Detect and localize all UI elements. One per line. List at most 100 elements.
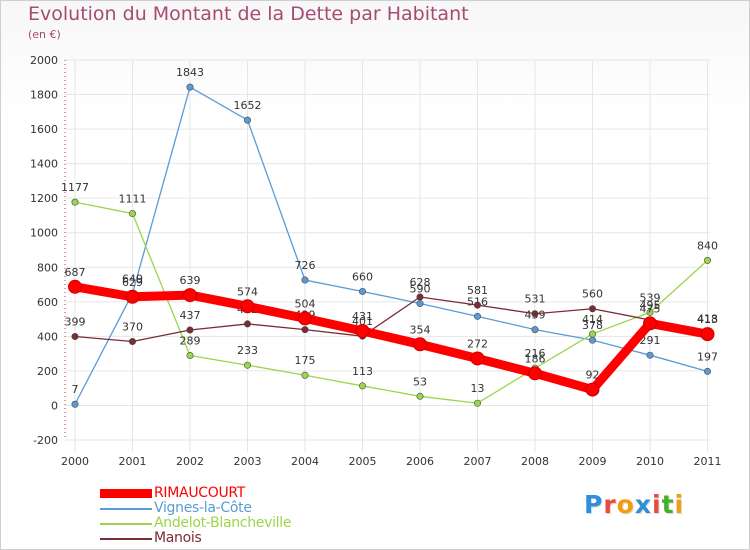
data-point: [643, 316, 657, 331]
data-point: [186, 352, 194, 360]
data-point: [298, 311, 312, 326]
y-tick-label: -200: [33, 434, 58, 447]
data-label: 197: [697, 350, 718, 363]
data-point: [531, 310, 539, 318]
data-label: 840: [697, 239, 718, 252]
data-point: [244, 116, 252, 124]
data-label: 370: [122, 321, 143, 334]
data-point: [470, 351, 485, 366]
data-point: [183, 288, 197, 303]
x-tick-label: 2005: [349, 455, 377, 468]
data-point: [473, 312, 481, 320]
data-point: [416, 392, 424, 400]
series-andelot-blancheville: 1177 1111 289 233 175 113 53 13 216 414 539 840: [61, 181, 718, 407]
data-label: 7: [72, 383, 79, 396]
data-label: 92: [586, 369, 600, 382]
data-label: 560: [582, 288, 603, 301]
legend-label: Andelot-Blancheville: [154, 515, 292, 531]
data-label: 13: [471, 382, 485, 395]
data-point: [473, 301, 481, 309]
data-label: 431: [352, 310, 373, 323]
data-point: [71, 198, 79, 206]
data-point: [301, 276, 309, 284]
series-line: [74, 86, 709, 405]
data-point: [244, 320, 252, 328]
chart-legend: RIMAUCOURT Vignes-la-Côte Andelot-Blanchev…: [100, 485, 340, 546]
x-tick-label: 2010: [636, 455, 664, 468]
x-tick-label: 2007: [464, 455, 492, 468]
legend-swatch: [100, 538, 152, 540]
data-point: [71, 333, 79, 341]
data-label: 186: [525, 352, 546, 365]
data-point: [700, 327, 715, 342]
data-point: [301, 371, 309, 379]
data-point: [703, 367, 711, 375]
data-label: 216: [525, 347, 546, 360]
y-tick-label: 2000: [30, 54, 58, 67]
x-tick-label: 2006: [406, 455, 434, 468]
legend-item-andelot-blancheville: Andelot-Blancheville: [100, 515, 340, 531]
data-label: 539: [640, 291, 661, 304]
data-point: [68, 279, 82, 294]
data-label: 291: [640, 334, 661, 347]
y-tick-label: 600: [37, 296, 58, 309]
data-label: 495: [640, 299, 661, 312]
y-tick-label: 1800: [30, 89, 58, 102]
data-label: 1111: [119, 193, 147, 206]
series-vignes-la-cote: 764918431652726660590516439378291197: [72, 66, 718, 408]
data-label: 1652: [234, 99, 262, 112]
data-point: [129, 338, 137, 346]
data-point: [358, 382, 366, 390]
series-line: [70, 282, 712, 395]
data-label: 628: [410, 276, 431, 289]
data-point: [646, 351, 654, 359]
data-label: 414: [582, 313, 603, 326]
x-tick-label: 2001: [119, 455, 147, 468]
x-tick-label: 2009: [579, 455, 607, 468]
data-point: [585, 382, 600, 397]
data-point: [416, 293, 424, 301]
data-label: 378: [582, 319, 603, 332]
data-label: 726: [295, 259, 316, 272]
legend-label: Vignes-la-Côte: [154, 500, 252, 516]
data-label: 639: [180, 274, 201, 287]
data-label: 413: [697, 313, 718, 326]
x-tick-label: 2008: [521, 455, 549, 468]
y-tick-label: 0: [51, 399, 58, 412]
legend-swatch: [100, 523, 152, 525]
y-tick-label: 1600: [30, 123, 58, 136]
data-label: 53: [413, 375, 427, 388]
grid: [65, 59, 710, 452]
data-point: [588, 336, 596, 344]
data-label: 437: [180, 309, 201, 322]
x-tick-label: 2002: [176, 455, 204, 468]
legend-label: Manois: [154, 530, 202, 546]
data-point: [473, 399, 481, 407]
data-point: [416, 300, 424, 308]
data-point: [240, 299, 255, 314]
x-tick-label: 2000: [61, 455, 89, 468]
data-label: 113: [352, 365, 373, 378]
legend-swatch: [100, 489, 152, 498]
data-label: 574: [237, 285, 258, 298]
y-tick-label: 1200: [30, 192, 58, 205]
data-point: [588, 330, 596, 338]
data-point: [358, 287, 366, 295]
y-tick-label: 200: [37, 365, 58, 378]
chart-unit-label: (en €): [28, 28, 61, 41]
y-tick-label: 1400: [30, 158, 58, 171]
data-label: 418: [697, 312, 718, 325]
x-tick-label: 2004: [291, 455, 319, 468]
data-label: 175: [295, 354, 316, 367]
data-label: 649: [122, 272, 143, 285]
data-label: 660: [352, 270, 373, 283]
data-point: [355, 324, 370, 339]
data-point: [186, 326, 194, 334]
data-label: 504: [295, 297, 316, 310]
data-label: 1177: [61, 181, 89, 194]
legend-swatch: [100, 508, 152, 510]
data-point: [703, 256, 711, 264]
data-label: 531: [525, 293, 546, 306]
